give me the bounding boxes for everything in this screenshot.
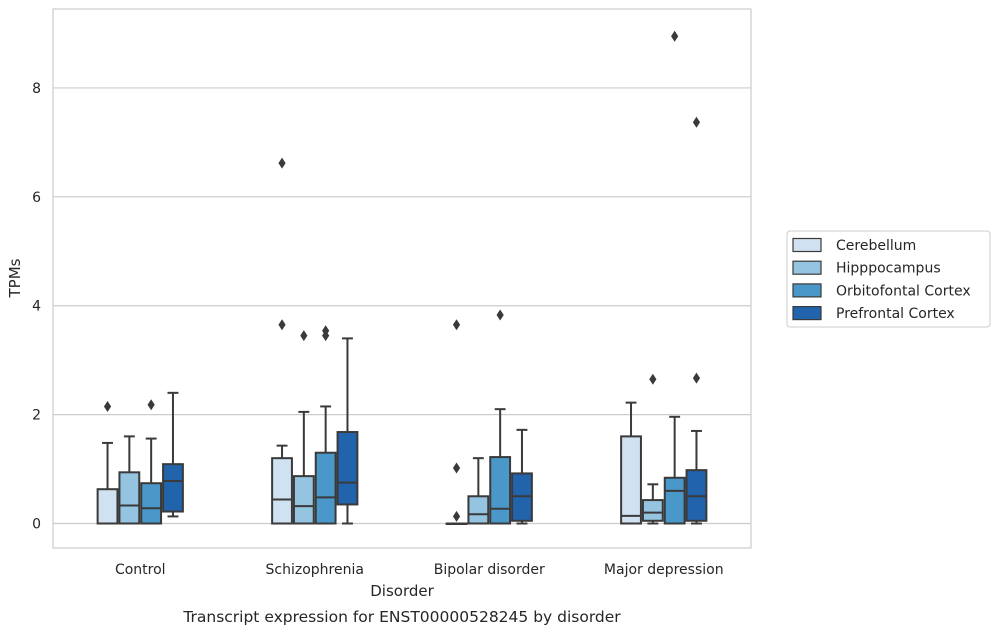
x-axis-label: Disorder [370,582,434,600]
outlier-point [278,319,286,331]
outlier-point [692,372,701,384]
outlier-point [103,400,112,412]
box-cerebellum [96,400,119,525]
outlier-point [452,510,461,522]
outlier-point [692,116,701,128]
y-tick-label: 4 [32,299,41,315]
box-prefrontal-cortex [685,116,708,525]
outlier-point [322,325,330,337]
box-cerebellum [620,401,642,525]
box-body [162,463,184,513]
box-body [292,475,315,525]
box-body [140,482,163,525]
legend: Cerebellum Hipppocampus Orbitofontal Corte… [786,230,991,328]
box-orbitofontal-cortex [663,30,686,525]
box-hipppocampus [292,330,315,525]
box-orbitofontal-cortex [314,325,337,525]
y-axis-label: TPMs [6,258,24,298]
legend-swatch [792,283,822,298]
outlier-point [496,309,504,321]
box-hipppocampus [467,457,490,525]
legend-swatch [792,260,822,275]
outlier-point [147,399,155,411]
x-tick-label: Schizophrenia [266,562,364,578]
legend-swatch [792,306,822,321]
legend-swatch [792,237,822,253]
box-body [663,476,686,525]
box-groups [96,30,708,525]
box-body [620,435,642,525]
box-hipppocampus [118,435,141,525]
legend-label: Cerebellum [836,238,916,254]
box-prefrontal-cortex [336,337,359,525]
outlier-point [278,157,286,169]
box-body [314,451,337,525]
box-prefrontal-cortex [511,428,533,525]
outlier-point [452,462,461,474]
plot-area [52,8,752,549]
box-body [489,456,512,525]
legend-label: Hipppocampus [836,261,941,277]
legend-label: Orbitofontal Cortex [836,283,971,299]
box-hipppocampus [641,373,664,525]
box-cerebellum [271,157,293,525]
box-body [336,431,359,506]
outlier-point [649,373,657,385]
box-body [96,488,119,525]
outlier-point [671,30,679,42]
x-tick-label: Bipolar disorder [434,562,545,578]
y-tick-label: 2 [32,408,41,424]
outlier-point [452,319,461,331]
x-tick-label: Control [115,562,166,578]
y-tick-label: 6 [32,190,41,206]
legend-frame [786,230,991,328]
chart-caption: Transcript expression for ENST0000052824… [182,608,621,626]
box-orbitofontal-cortex [489,309,512,525]
y-tick-label: 0 [32,517,41,533]
box-body [467,495,490,525]
box-body [641,499,664,522]
box-body [118,471,141,525]
box-prefrontal-cortex [162,391,184,518]
y-tick-labels: 0 2 4 6 8 [32,81,41,533]
outlier-point [300,330,308,342]
box-body [271,457,293,525]
box-orbitofontal-cortex [140,399,163,525]
box-cerebellum [445,319,468,525]
legend-label: Prefrontal Cortex [836,306,955,322]
x-tick-label: Major depression [604,562,724,578]
x-tick-labels: Control Schizophrenia Bipolar disorder Majo… [115,562,724,578]
y-tick-label: 8 [32,81,41,97]
